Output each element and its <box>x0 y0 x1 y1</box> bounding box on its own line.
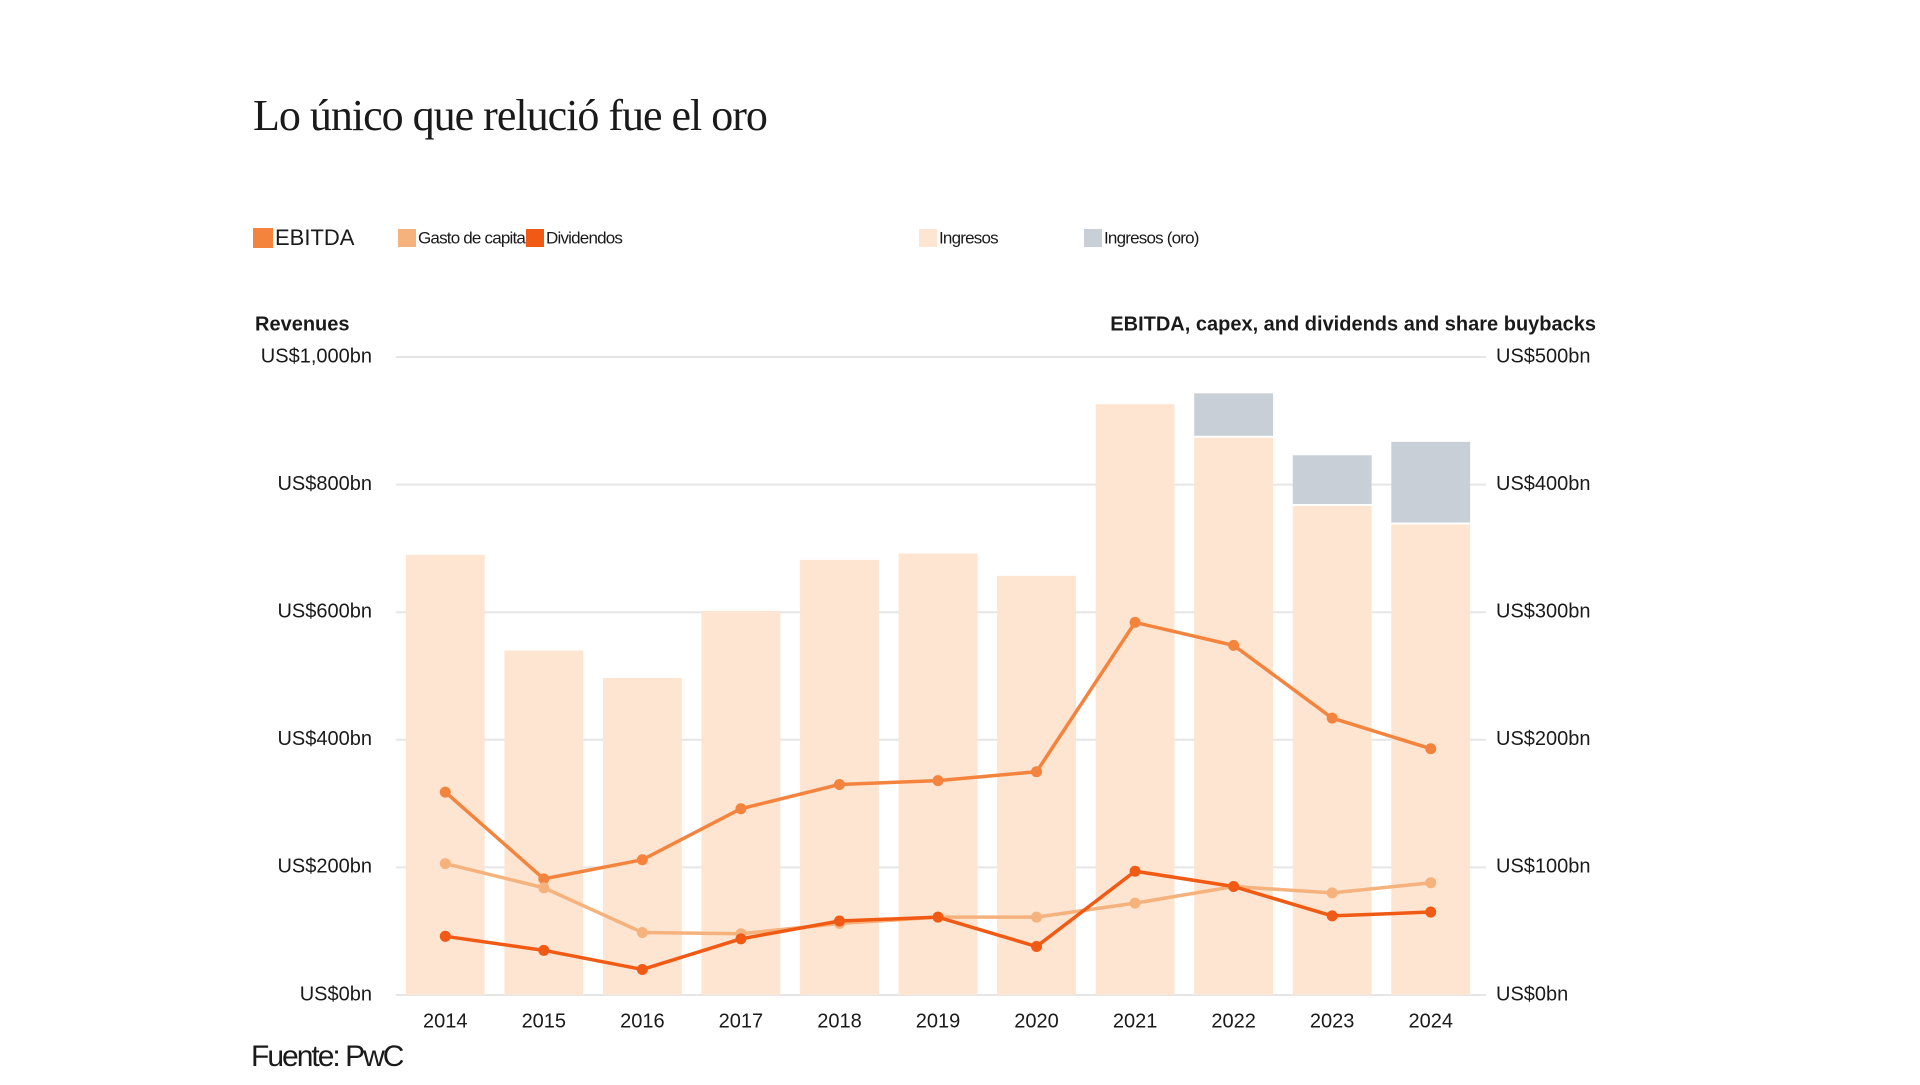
point <box>538 873 550 885</box>
point <box>1425 906 1437 918</box>
point <box>1326 887 1338 899</box>
legend-label: Ingresos (oro) <box>1104 228 1199 247</box>
bar <box>1194 393 1274 437</box>
y2-tick-label: US$100bn <box>1496 856 1591 878</box>
bar <box>504 650 584 995</box>
point <box>538 944 550 956</box>
point <box>439 786 451 798</box>
point <box>636 926 648 938</box>
bar <box>1292 505 1372 995</box>
x-tick-label: 2022 <box>1211 1010 1256 1032</box>
point <box>1129 897 1141 909</box>
y-tick-label: US$400bn <box>277 728 372 750</box>
y-tick-label: US$0bn <box>300 983 372 1005</box>
point <box>932 911 944 923</box>
chart-title: Lo único que relució fue el oro <box>253 91 767 140</box>
y-axis-title: Revenues <box>255 313 350 335</box>
y-tick-label: US$600bn <box>277 600 372 622</box>
x-tick-label: 2020 <box>1014 1010 1059 1032</box>
x-tick-label: 2016 <box>620 1010 665 1032</box>
legend-swatch <box>253 228 273 248</box>
legend-label: Dividendos <box>546 228 622 247</box>
point <box>1425 743 1437 755</box>
point <box>1228 639 1240 651</box>
x-tick-label: 2024 <box>1408 1010 1453 1032</box>
x-tick-label: 2015 <box>522 1010 567 1032</box>
point <box>1031 911 1043 923</box>
legend-swatch <box>398 229 416 247</box>
legend-label: EBITDA <box>275 225 355 250</box>
point <box>1129 616 1141 628</box>
point <box>636 963 648 975</box>
bar <box>1194 436 1274 995</box>
x-tick-label: 2021 <box>1113 1010 1158 1032</box>
bar <box>1391 441 1471 524</box>
x-tick-label: 2019 <box>916 1010 961 1032</box>
legend-label: Ingresos <box>939 228 998 247</box>
point <box>1228 881 1240 893</box>
point <box>1326 712 1338 724</box>
y2-axis-title: EBITDA, capex, and dividends and share b… <box>1110 313 1596 335</box>
y2-tick-label: US$400bn <box>1496 473 1591 495</box>
bar <box>800 559 879 995</box>
point <box>538 882 550 894</box>
y2-tick-label: US$200bn <box>1496 728 1591 750</box>
x-tick-label: 2014 <box>423 1010 468 1032</box>
legend-label: Gasto de capital <box>418 228 528 247</box>
legend-swatch <box>1084 229 1102 247</box>
bar <box>1292 455 1372 506</box>
point <box>439 858 451 870</box>
y-tick-label: US$200bn <box>277 856 372 878</box>
point <box>636 854 648 866</box>
bar <box>1095 404 1175 995</box>
x-tick-label: 2018 <box>817 1010 862 1032</box>
y2-tick-label: US$500bn <box>1496 345 1591 367</box>
source: Fuente: PwC <box>251 1040 404 1073</box>
y-tick-label: US$800bn <box>277 473 372 495</box>
bar <box>898 553 978 995</box>
point <box>735 933 747 945</box>
point <box>1031 941 1043 953</box>
point <box>833 778 845 790</box>
point <box>735 803 747 815</box>
point <box>1031 766 1043 778</box>
y2-tick-label: US$300bn <box>1496 600 1591 622</box>
y2-tick-label: US$0bn <box>1496 983 1568 1005</box>
point <box>1326 910 1338 922</box>
point <box>1425 877 1437 889</box>
point <box>833 915 845 927</box>
legend-swatch <box>526 229 544 247</box>
bar <box>997 575 1076 995</box>
y-tick-label: US$1,000bn <box>261 345 372 367</box>
bar <box>1391 523 1471 995</box>
point <box>1129 865 1141 877</box>
x-tick-label: 2017 <box>719 1010 764 1032</box>
legend-swatch <box>919 229 937 247</box>
bar <box>602 677 682 995</box>
bar <box>405 554 485 995</box>
point <box>439 930 451 942</box>
point <box>932 775 944 787</box>
x-tick-label: 2023 <box>1310 1010 1355 1032</box>
